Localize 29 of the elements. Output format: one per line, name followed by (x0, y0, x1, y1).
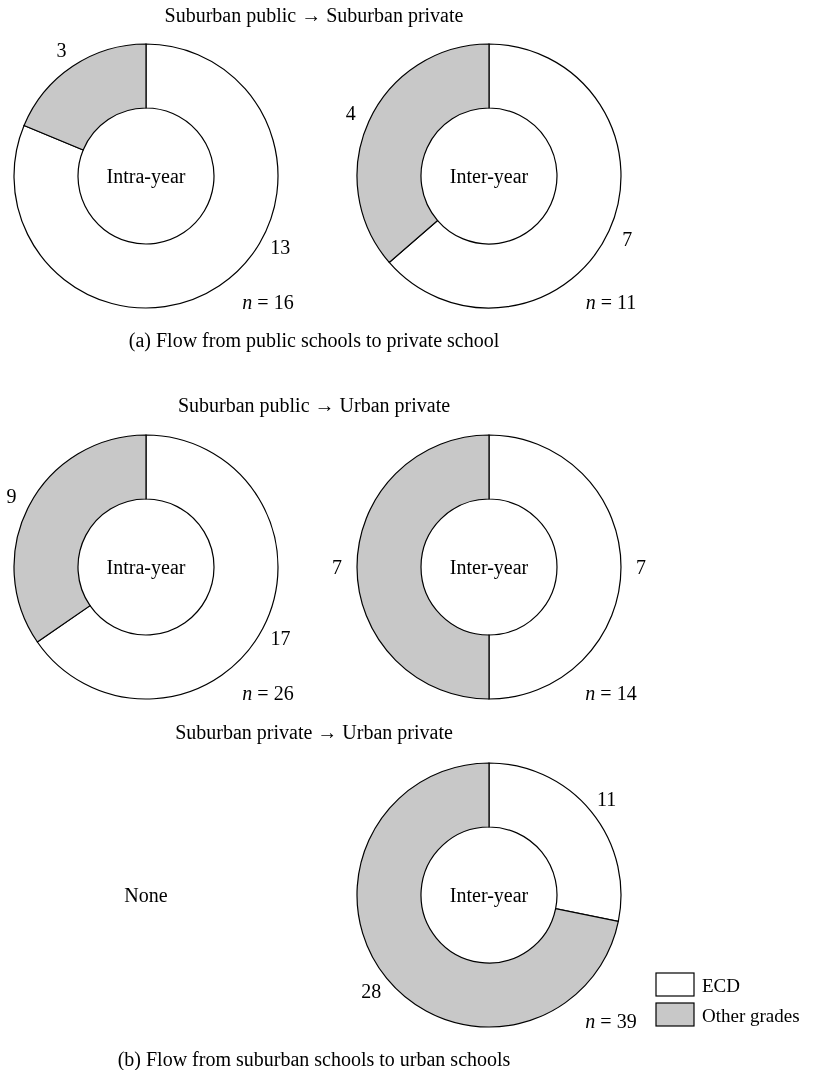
text: n = 39 (585, 1010, 637, 1032)
data-label: 3 (56, 38, 67, 61)
text: Intra-year (106, 556, 186, 579)
text: Suburban private → Urban private (175, 721, 453, 744)
donut-slice (356, 762, 619, 1028)
data-label: 7 (332, 556, 342, 578)
legend-label: ECD (702, 974, 740, 996)
chart-title: Suburban public → Suburban private (164, 4, 464, 27)
text: Inter-year (449, 884, 529, 907)
text: Inter-year (449, 556, 529, 579)
data-label: 17 (270, 626, 291, 649)
data-label: 28 (361, 980, 382, 1003)
data-label: 11 (597, 787, 617, 810)
chart-title: Suburban public → Urban private (177, 394, 451, 417)
text: Inter-year (449, 165, 529, 188)
data-label: 9 (6, 485, 17, 508)
text: (a) Flow from public schools to private school (128, 329, 500, 352)
text: n = 14 (585, 682, 637, 704)
data-label: 7 (622, 228, 633, 251)
text: None (124, 884, 168, 906)
text: Intra-year (106, 165, 186, 188)
legend-label: Other grades (702, 1004, 800, 1026)
text: n = 11 (585, 291, 637, 313)
data-label: 4 (345, 101, 356, 124)
text: n = 26 (242, 682, 294, 704)
data-label: 13 (270, 236, 291, 259)
data-label: 7 (636, 556, 646, 578)
text: n = 16 (242, 291, 294, 313)
text: (b) Flow from suburban schools to urban schools (117, 1048, 511, 1070)
